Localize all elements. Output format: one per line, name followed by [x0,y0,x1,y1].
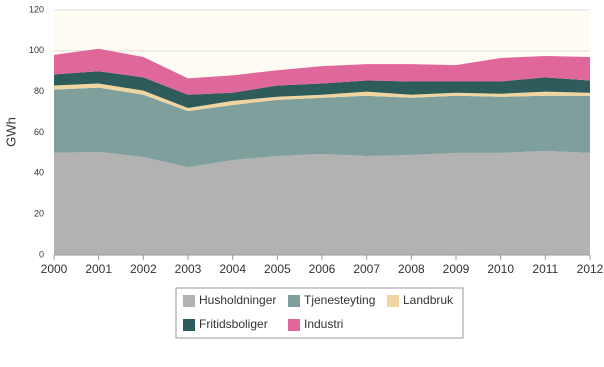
legend-swatch [183,295,195,307]
y-tick-label: 100 [29,45,44,55]
x-tick-label: 2008 [398,262,425,276]
y-tick-label: 20 [34,209,44,219]
x-tick-label: 2012 [577,262,604,276]
area [54,48,590,95]
x-tick-label: 2001 [85,262,112,276]
x-tick-label: 2002 [130,262,157,276]
x-tick-label: 2003 [175,262,202,276]
y-tick-label: 80 [34,86,44,96]
legend-swatch [387,295,399,307]
x-tick-label: 2004 [219,262,246,276]
x-tick-label: 2007 [353,262,380,276]
legend-swatch [288,319,300,331]
area [54,87,590,168]
x-tick-label: 2011 [532,262,558,276]
y-axis-label: GWh [3,117,18,147]
legend [175,287,464,339]
y-tick-label: 60 [34,127,44,137]
x-tick-label: 2006 [309,262,336,276]
x-tick-label: 2000 [41,262,68,276]
area [54,150,590,255]
area [54,71,590,108]
legend-label: Landbruk [403,293,454,307]
legend-swatch [183,319,195,331]
x-tick-label: 2009 [443,262,470,276]
legend-label: Husholdninger [199,293,276,307]
legend-label: Industri [304,317,343,331]
y-tick-label: 0 [39,249,44,259]
area [54,83,590,112]
legend-label: Tjenesteyting [304,293,375,307]
x-tick-label: 2010 [487,262,514,276]
y-tick-label: 120 [29,4,44,14]
legend-label: Fritidsboliger [199,317,268,331]
legend-swatch [288,295,300,307]
y-tick-label: 40 [34,168,44,178]
x-tick-label: 2005 [264,262,291,276]
